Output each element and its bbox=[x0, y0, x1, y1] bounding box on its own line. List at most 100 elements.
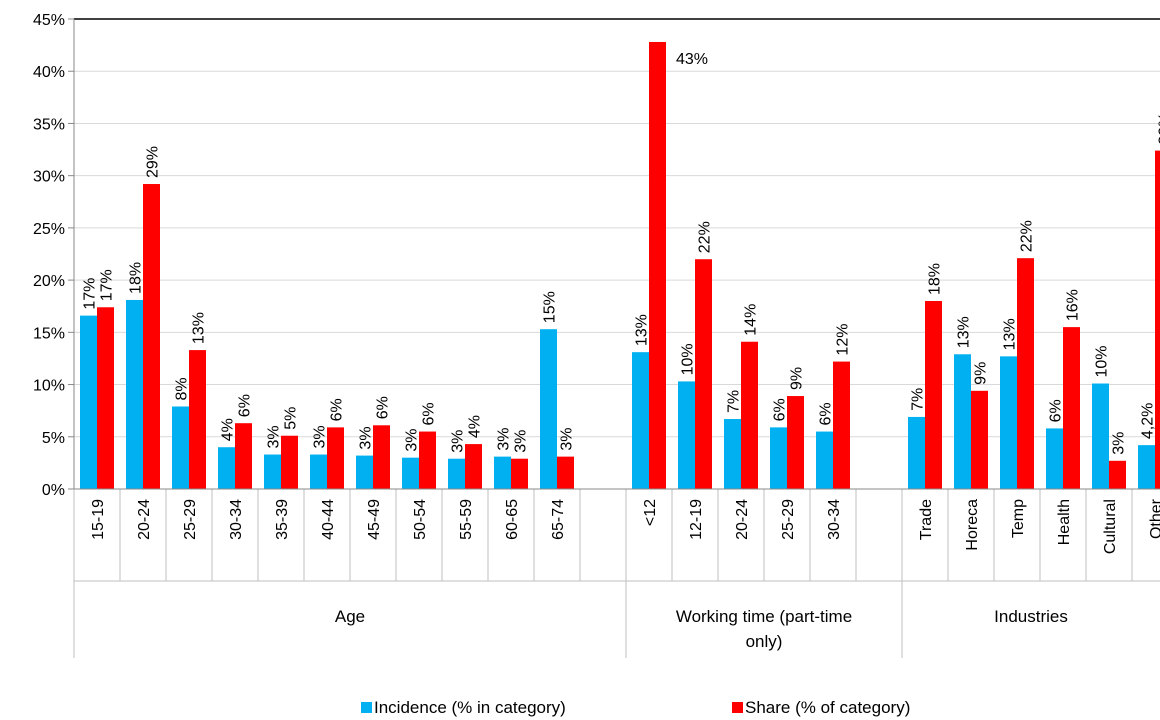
y-tick-label: 10% bbox=[33, 378, 65, 395]
y-tick-label: 25% bbox=[33, 221, 65, 238]
category-label: 15-19 bbox=[90, 499, 107, 540]
data-label-incidence: 13% bbox=[956, 316, 973, 348]
bar-share bbox=[1063, 327, 1080, 489]
bar-incidence bbox=[172, 406, 189, 489]
data-label-incidence: 8% bbox=[174, 377, 191, 400]
data-label-incidence: 13% bbox=[634, 314, 651, 346]
bar-share bbox=[1109, 460, 1126, 489]
data-label-share: 16% bbox=[1065, 289, 1082, 321]
group-label: Working time (part-time only) bbox=[676, 607, 852, 651]
data-label-share: 18% bbox=[927, 263, 944, 295]
y-tick-label: 5% bbox=[42, 430, 65, 447]
y-axis-ticks: 0% 5% 10% 15% 20% 25% 30% 35% 40% 45% bbox=[33, 12, 65, 499]
category-label: 25-29 bbox=[182, 499, 199, 540]
bar-incidence bbox=[402, 457, 419, 489]
bar-incidence bbox=[678, 381, 695, 489]
y-tick-label: 20% bbox=[33, 273, 65, 290]
data-label-incidence: 3% bbox=[450, 430, 467, 453]
bar-incidence bbox=[540, 329, 557, 489]
data-label-incidence: 3% bbox=[312, 425, 329, 448]
category-label: Trade bbox=[918, 499, 935, 540]
data-label-share: 32% bbox=[1157, 113, 1160, 145]
data-label-incidence: 3% bbox=[404, 429, 421, 452]
data-label-share: 5% bbox=[283, 407, 300, 430]
data-label-share: 14% bbox=[743, 304, 760, 336]
legend: Incidence (% in category) Share (% of cat… bbox=[361, 698, 910, 717]
bar-incidence bbox=[494, 456, 511, 489]
y-tick-label: 30% bbox=[33, 169, 65, 186]
data-label-share: 22% bbox=[1019, 220, 1036, 252]
category-labels: 15-19 20-24 25-29 30-34 35-39 40-44 45-49 50-54… bbox=[90, 498, 1160, 554]
category-label: 65-74 bbox=[550, 499, 567, 540]
data-label-incidence: 3% bbox=[496, 427, 513, 450]
bar-incidence bbox=[80, 315, 97, 489]
bar-share bbox=[1155, 150, 1160, 489]
bar-incidence bbox=[724, 419, 741, 489]
gridlines bbox=[74, 18, 1160, 438]
data-label-share: 6% bbox=[237, 394, 254, 417]
data-label-incidence: 15% bbox=[542, 291, 559, 323]
bar-share bbox=[189, 350, 206, 489]
bar-incidence bbox=[1092, 383, 1109, 489]
category-label: 30-34 bbox=[826, 499, 843, 540]
data-label-incidence: 3% bbox=[266, 425, 283, 448]
data-label-incidence: 6% bbox=[1048, 399, 1065, 422]
bar-incidence bbox=[218, 447, 235, 489]
data-label-incidence: 6% bbox=[772, 398, 789, 421]
bar-incidence bbox=[632, 352, 649, 489]
bar-incidence bbox=[1046, 428, 1063, 489]
legend-label-share: Share (% of category) bbox=[745, 698, 910, 717]
bar-share bbox=[419, 431, 436, 489]
bar-share bbox=[1017, 258, 1034, 489]
data-label-incidence: 13% bbox=[1002, 318, 1019, 350]
category-label: Temp bbox=[1010, 499, 1027, 538]
data-label-incidence: 7% bbox=[910, 388, 927, 411]
bar-share bbox=[97, 307, 114, 489]
data-label-share: 9% bbox=[789, 367, 806, 390]
bars bbox=[80, 41, 1160, 489]
data-label-share: 4% bbox=[467, 415, 484, 438]
category-label: Other bbox=[1148, 498, 1160, 539]
category-label: Health bbox=[1056, 499, 1073, 545]
category-label: 35-39 bbox=[274, 499, 291, 540]
y-tick-label: 0% bbox=[42, 482, 65, 499]
bar-share bbox=[925, 301, 942, 489]
data-label-share: 29% bbox=[145, 146, 162, 178]
y-tick-label: 35% bbox=[33, 116, 65, 133]
group-label: Industries bbox=[994, 607, 1068, 626]
bar-share bbox=[281, 435, 298, 489]
category-label: 12-19 bbox=[688, 499, 705, 540]
bar-share bbox=[327, 427, 344, 489]
y-tick-label: 45% bbox=[33, 12, 65, 29]
data-label-share: 6% bbox=[421, 402, 438, 425]
data-label-incidence: 3% bbox=[358, 426, 375, 449]
bar-share bbox=[741, 341, 758, 489]
data-labels: 17% 17% 18%29%8%13%4%6%3%5%3%6%3%6%3%6%3%4… bbox=[82, 51, 1160, 455]
data-label-incidence: 4% bbox=[220, 418, 237, 441]
bar-share bbox=[649, 41, 666, 489]
category-label: Cultural bbox=[1102, 499, 1119, 554]
category-label: Horeca bbox=[964, 499, 981, 551]
bar-incidence bbox=[448, 458, 465, 489]
data-label-incidence: 6% bbox=[818, 402, 835, 425]
bar-incidence bbox=[356, 455, 373, 489]
legend-swatch-incidence bbox=[361, 702, 372, 713]
category-label: 25-29 bbox=[780, 499, 797, 540]
data-label-share: 3% bbox=[513, 430, 530, 453]
data-label-share: 3% bbox=[559, 427, 576, 450]
data-label-incidence: 7% bbox=[726, 390, 743, 413]
bar-share bbox=[833, 361, 850, 489]
data-label-share: 6% bbox=[329, 398, 346, 421]
legend-label-incidence: Incidence (% in category) bbox=[374, 698, 566, 717]
category-label: 60-65 bbox=[504, 499, 521, 540]
bar-share bbox=[557, 456, 574, 489]
group-labels: Age Working time (part-time only) Industrie… bbox=[335, 607, 1068, 651]
y-tick-label: 15% bbox=[33, 325, 65, 342]
data-label-share: 9% bbox=[973, 362, 990, 385]
y-tick-label: 40% bbox=[33, 64, 65, 81]
bar-incidence bbox=[770, 427, 787, 489]
data-label-incidence: 18% bbox=[128, 262, 145, 294]
data-label-incidence: 10% bbox=[680, 343, 697, 375]
category-label: 40-44 bbox=[320, 499, 337, 540]
